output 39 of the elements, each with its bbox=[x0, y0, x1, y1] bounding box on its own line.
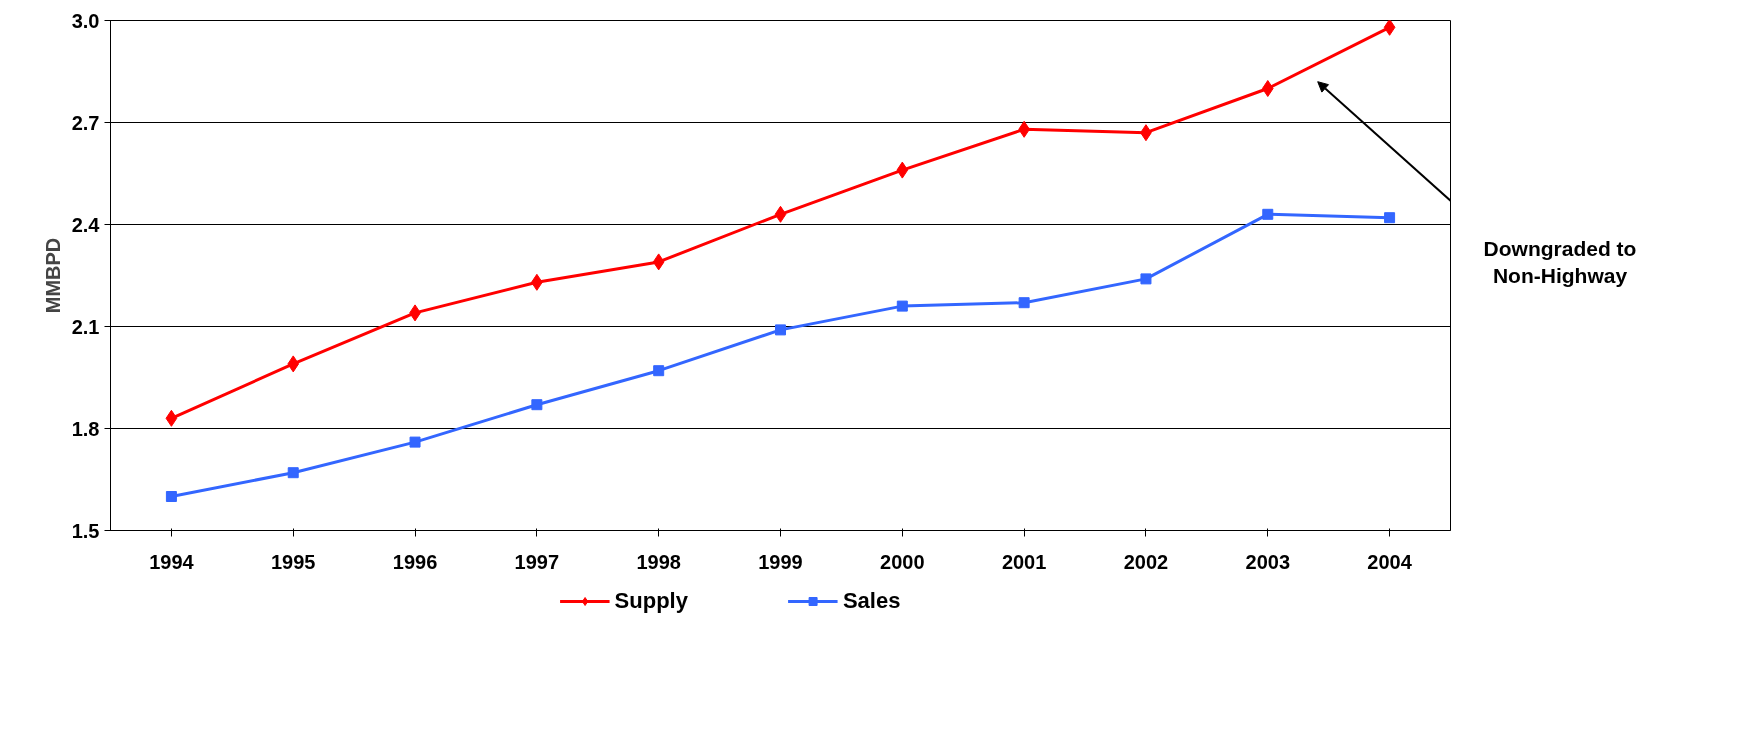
y-tick-label: 2.1 bbox=[71, 315, 100, 338]
x-tick-label: 2003 bbox=[1245, 550, 1291, 573]
legend-label: Supply bbox=[614, 588, 688, 614]
point bbox=[1018, 297, 1030, 309]
x-tick-label: 1995 bbox=[270, 550, 316, 573]
legend-label: Sales bbox=[842, 588, 901, 614]
point bbox=[1384, 212, 1396, 224]
point bbox=[531, 399, 543, 411]
point bbox=[287, 355, 300, 373]
y-axis-title: MMBPD bbox=[41, 237, 64, 314]
x-tick-label: 1996 bbox=[392, 550, 438, 573]
point bbox=[1262, 208, 1274, 220]
y-tick-label: 3.0 bbox=[71, 9, 100, 32]
point bbox=[775, 324, 786, 336]
point bbox=[896, 300, 908, 312]
x-tick-label: 1999 bbox=[758, 550, 803, 573]
point bbox=[165, 491, 177, 502]
x-tick-label: 1997 bbox=[514, 550, 560, 573]
y-tick-label: 1.8 bbox=[71, 417, 100, 440]
y-tick-label: 1.5 bbox=[71, 519, 100, 542]
point bbox=[774, 205, 787, 223]
point bbox=[165, 409, 178, 427]
y-tick-label: 2.7 bbox=[71, 111, 100, 134]
point bbox=[896, 161, 909, 179]
point bbox=[1140, 273, 1152, 285]
y-tick-label: 2.4 bbox=[71, 213, 101, 236]
point bbox=[409, 436, 421, 448]
x-tick-label: 1994 bbox=[149, 550, 195, 573]
point bbox=[652, 253, 665, 271]
x-tick-label: 1998 bbox=[636, 550, 681, 573]
point bbox=[1383, 20, 1396, 36]
x-tick-label: 2001 bbox=[1001, 550, 1047, 573]
point bbox=[653, 365, 665, 377]
x-tick-label: 2002 bbox=[1123, 550, 1169, 573]
point bbox=[287, 467, 299, 479]
x-tick-label: 2004 bbox=[1367, 550, 1413, 573]
x-tick-label: 2000 bbox=[880, 550, 925, 573]
text: Downgraded to Non-Highway bbox=[1483, 236, 1637, 290]
point bbox=[1261, 80, 1274, 97]
